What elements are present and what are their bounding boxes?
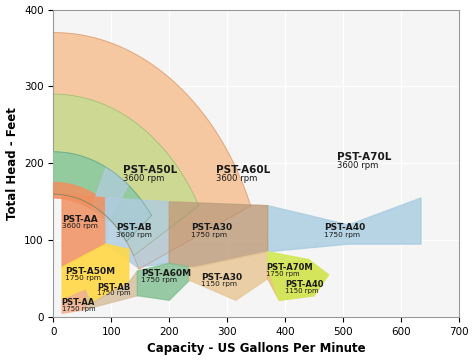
Text: 1750 rpm: 1750 rpm [266, 271, 300, 277]
Polygon shape [47, 94, 199, 256]
Polygon shape [62, 290, 85, 313]
Text: PST-AB: PST-AB [97, 283, 130, 292]
Text: PST-AA: PST-AA [62, 215, 98, 224]
Text: 3600 rpm: 3600 rpm [62, 223, 98, 229]
Text: 3600 rpm: 3600 rpm [337, 161, 378, 170]
Polygon shape [268, 260, 328, 300]
Text: PST-A60L: PST-A60L [216, 165, 270, 175]
Text: PST-A50M: PST-A50M [65, 267, 115, 276]
Polygon shape [137, 263, 190, 300]
Text: PST-A50L: PST-A50L [123, 165, 177, 175]
Text: PST-AB: PST-AB [116, 223, 152, 232]
Text: PST-A70L: PST-A70L [337, 152, 392, 162]
Polygon shape [54, 183, 96, 209]
Text: PST-A60M: PST-A60M [141, 269, 191, 278]
Polygon shape [169, 202, 268, 267]
Text: 1750 rpm: 1750 rpm [62, 305, 95, 312]
Text: PST-A70M: PST-A70M [266, 263, 313, 272]
Polygon shape [268, 198, 421, 252]
Text: PST-AA: PST-AA [62, 298, 95, 307]
Text: 1750 rpm: 1750 rpm [191, 232, 228, 238]
Text: PST-A40: PST-A40 [324, 223, 365, 232]
Text: 3600 rpm: 3600 rpm [123, 174, 164, 183]
Text: 1750 rpm: 1750 rpm [324, 232, 360, 238]
Text: PST-A30: PST-A30 [191, 223, 232, 232]
Polygon shape [190, 252, 268, 300]
Text: 3600 rpm: 3600 rpm [216, 174, 257, 183]
Y-axis label: Total Head - Feet: Total Head - Feet [6, 107, 18, 220]
Polygon shape [49, 152, 152, 242]
Polygon shape [268, 252, 328, 300]
Text: 1750 rpm: 1750 rpm [141, 277, 178, 283]
Text: 1150 rpm: 1150 rpm [201, 281, 237, 287]
Text: PST-A40: PST-A40 [285, 280, 323, 289]
Text: 1750 rpm: 1750 rpm [97, 290, 130, 296]
Polygon shape [106, 198, 169, 267]
Text: 3600 rpm: 3600 rpm [116, 232, 152, 238]
X-axis label: Capacity - US Gallons Per Minute: Capacity - US Gallons Per Minute [147, 343, 365, 356]
Polygon shape [91, 167, 128, 222]
Polygon shape [62, 244, 129, 303]
Text: 1750 rpm: 1750 rpm [65, 275, 101, 282]
Text: 1150 rpm: 1150 rpm [285, 288, 319, 294]
Polygon shape [62, 194, 106, 267]
Text: PST-A30: PST-A30 [201, 273, 242, 282]
Polygon shape [46, 32, 251, 269]
Polygon shape [85, 271, 137, 309]
